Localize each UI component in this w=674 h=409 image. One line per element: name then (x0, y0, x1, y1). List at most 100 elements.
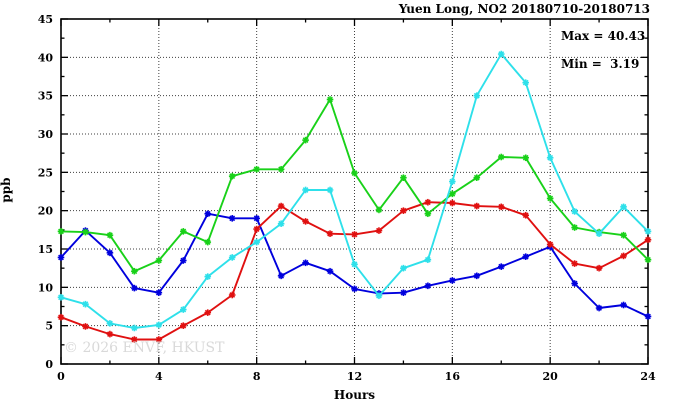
marker-red (351, 231, 358, 238)
marker-red (155, 336, 162, 343)
marker-green (351, 170, 358, 176)
marker-green (327, 96, 333, 103)
marker-green (253, 166, 260, 173)
marker-green (522, 154, 529, 161)
y-tick-label: 45 (38, 13, 53, 26)
marker-cyan (400, 265, 407, 272)
marker-cyan (302, 187, 309, 193)
marker-red (253, 226, 260, 232)
marker-blue (253, 215, 260, 222)
series-line-green (60, 98, 649, 273)
x-tick-label: 20 (543, 370, 559, 383)
x-tick-label: 4 (155, 370, 163, 383)
marker-green (645, 256, 651, 263)
marker-green (449, 190, 456, 197)
marker-cyan (253, 239, 260, 245)
marker-green (180, 228, 187, 235)
marker-cyan (424, 256, 431, 263)
marker-blue (327, 268, 333, 275)
series-line-red (60, 201, 649, 341)
marker-cyan (82, 301, 89, 308)
marker-red (180, 322, 187, 329)
marker-blue (131, 285, 138, 291)
marker-red (376, 227, 382, 234)
marker-green (58, 228, 64, 235)
marker-red (473, 203, 480, 209)
watermark: © 2026 ENVF, HKUST (64, 340, 225, 356)
marker-red (58, 314, 64, 321)
marker-cyan (155, 322, 162, 328)
marker-red (131, 336, 138, 343)
marker-green (131, 268, 138, 275)
marker-cyan (131, 325, 138, 331)
marker-red (82, 323, 89, 330)
marker-cyan (547, 154, 554, 161)
marker-cyan (449, 178, 456, 185)
min-value-label: Min = 3.19 (561, 57, 640, 71)
marker-cyan (327, 187, 333, 193)
marker-cyan (645, 228, 651, 235)
y-tick-label: 40 (38, 51, 54, 64)
marker-cyan (376, 292, 382, 299)
marker-red (620, 253, 627, 259)
marker-cyan (229, 254, 236, 261)
marker-green (155, 257, 162, 264)
marker-green (278, 166, 285, 173)
marker-green (498, 154, 505, 160)
marker-cyan (204, 273, 211, 280)
chart-title: Yuen Long, NO2 20180710-20180713 (398, 2, 650, 16)
marker-red (645, 236, 651, 243)
marker-blue (571, 280, 578, 287)
marker-red (449, 200, 456, 206)
marker-blue (620, 302, 627, 308)
marker-green (302, 137, 309, 144)
marker-cyan (107, 320, 113, 327)
marker-red (229, 292, 236, 298)
x-tick-label: 16 (445, 370, 461, 383)
marker-blue (351, 285, 358, 292)
marker-red (278, 203, 285, 209)
y-tick-label: 20 (38, 205, 54, 218)
marker-blue (107, 249, 113, 256)
marker-cyan (278, 220, 285, 227)
marker-green (204, 239, 211, 245)
marker-cyan (58, 294, 64, 301)
x-tick-label: 0 (57, 370, 65, 383)
marker-red (596, 265, 602, 272)
marker-green (547, 195, 554, 202)
marker-red (547, 241, 554, 248)
marker-blue (596, 305, 602, 311)
marker-green (82, 229, 89, 236)
marker-red (204, 309, 211, 316)
marker-red (571, 260, 578, 267)
marker-green (473, 174, 480, 181)
marker-cyan (596, 230, 602, 237)
marker-blue (473, 272, 480, 279)
marker-cyan (522, 79, 529, 86)
marker-green (107, 232, 113, 239)
y-tick-label: 0 (45, 358, 53, 371)
marker-green (620, 232, 627, 239)
marker-blue (424, 282, 431, 289)
marker-cyan (571, 208, 578, 215)
marker-cyan (180, 306, 187, 313)
marker-blue (498, 263, 505, 270)
marker-green (571, 224, 578, 231)
marker-red (498, 203, 505, 210)
marker-blue (278, 272, 285, 279)
x-tick-label: 24 (640, 370, 656, 383)
marker-green (424, 210, 431, 217)
marker-red (302, 218, 309, 225)
y-tick-label: 5 (45, 320, 53, 333)
x-tick-label: 8 (253, 370, 261, 383)
marker-cyan (473, 92, 480, 99)
marker-red (107, 331, 113, 337)
y-tick-label: 35 (38, 90, 53, 103)
marker-blue (204, 210, 211, 217)
x-tick-label: 12 (347, 370, 362, 383)
marker-cyan (498, 51, 505, 57)
marker-cyan (351, 261, 358, 268)
y-tick-label: 15 (38, 243, 53, 256)
marker-red (327, 230, 333, 237)
